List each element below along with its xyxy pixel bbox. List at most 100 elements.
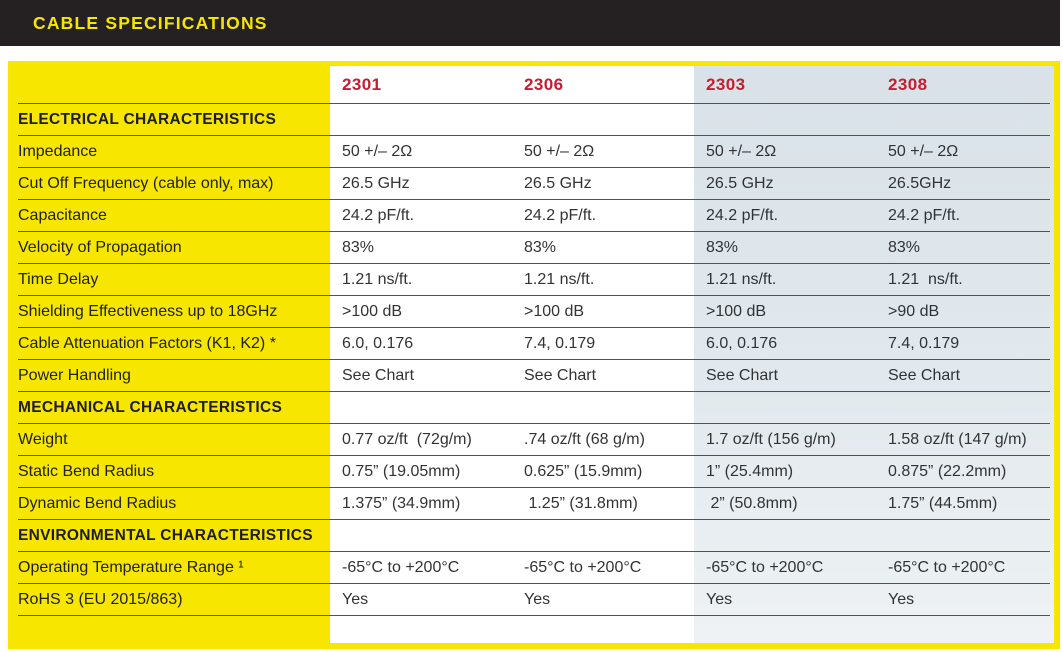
cell-value: 24.2 pF/ft. xyxy=(888,207,961,224)
table-right-border xyxy=(1054,61,1060,649)
row-label: Operating Temperature Range ¹ xyxy=(18,559,244,576)
cell-value: .74 oz/ft (68 g/m) xyxy=(524,431,645,448)
cell-value: 7.4, 0.179 xyxy=(524,335,596,352)
corner-cell xyxy=(8,66,330,104)
cell-value xyxy=(512,520,694,552)
section-header-label: MECHANICAL CHARACTERISTICS xyxy=(18,399,283,416)
cell-value xyxy=(512,104,694,136)
cell-value: >100 dB xyxy=(524,303,585,320)
cell-value: 50 +/– 2Ω xyxy=(524,143,595,160)
row-label: Cable Attenuation Factors (K1, K2) * xyxy=(18,335,276,352)
section-header-label: ENVIRONMENTAL CHARACTERISTICS xyxy=(18,527,313,544)
title-bar: CABLE SPECIFICATIONS xyxy=(0,0,1060,46)
cell-value: 7.4, 0.179 xyxy=(888,335,960,352)
cell-value: 1.21 ns/ft. xyxy=(888,271,963,288)
cell-value: See Chart xyxy=(888,367,961,384)
cell-value: 2” (50.8mm) xyxy=(706,495,798,512)
cell-value: 1.21 ns/ft. xyxy=(524,271,595,288)
column-header-row: 2301 2306 2303 2308 xyxy=(8,66,1054,104)
spec-table: 2301 2306 2303 2308 ELECTRICAL CHARACTER… xyxy=(8,61,1060,649)
row-label: Weight xyxy=(18,431,68,448)
column-header-2301: 2301 xyxy=(342,75,382,94)
cell-value: 26.5GHz xyxy=(888,175,952,192)
cell-value: 1.375” (34.9mm) xyxy=(342,495,461,512)
cell-value: 83% xyxy=(524,239,557,256)
cell-value: 6.0, 0.176 xyxy=(706,335,778,352)
cell-value: Yes xyxy=(524,591,551,608)
cell-value: 1.25” (31.8mm) xyxy=(524,495,638,512)
table-row: Cable Attenuation Factors (K1, K2) * 6.0,… xyxy=(8,328,1054,360)
row-label: Dynamic Bend Radius xyxy=(18,495,177,512)
table-row: Shielding Effectiveness up to 18GHz >100 … xyxy=(8,296,1054,328)
cell-value xyxy=(876,392,1054,424)
cell-value: >100 dB xyxy=(706,303,767,320)
cell-value xyxy=(512,392,694,424)
column-header-2303: 2303 xyxy=(706,75,746,94)
table-row: Power Handling See Chart See Chart See Char… xyxy=(8,360,1054,392)
cell-value: -65°C to +200°C xyxy=(706,559,824,576)
cell-value: 26.5 GHz xyxy=(706,175,774,192)
cell-value: -65°C to +200°C xyxy=(524,559,642,576)
row-label: Time Delay xyxy=(18,271,99,288)
column-header-2306: 2306 xyxy=(524,75,564,94)
cell-value: 26.5 GHz xyxy=(342,175,410,192)
cell-value: 50 +/– 2Ω xyxy=(888,143,959,160)
page-title: CABLE SPECIFICATIONS xyxy=(33,12,268,33)
cell-value xyxy=(694,104,876,136)
cell-value: See Chart xyxy=(706,367,779,384)
cell-value: 83% xyxy=(706,239,739,256)
cell-value: 0.75” (19.05mm) xyxy=(342,463,461,480)
table-row: Weight 0.77 oz/ft (72g/m) .74 oz/ft (68 g/… xyxy=(8,424,1054,456)
cell-value: >90 dB xyxy=(888,303,940,320)
cell-value: -65°C to +200°C xyxy=(888,559,1006,576)
table-row: Dynamic Bend Radius 1.375” (34.9mm) 1.25”… xyxy=(8,488,1054,520)
section-header-label: ELECTRICAL CHARACTERISTICS xyxy=(18,111,277,128)
section-row: MECHANICAL CHARACTERISTICS xyxy=(8,392,1054,424)
cell-value: 1.21 ns/ft. xyxy=(706,271,777,288)
highlight-column-2303-background xyxy=(694,66,876,643)
row-label: RoHS 3 (EU 2015/863) xyxy=(18,591,183,608)
cell-value: 0.875” (22.2mm) xyxy=(888,463,1007,480)
cell-value: 1.21 ns/ft. xyxy=(342,271,413,288)
table-row: Operating Temperature Range ¹ -65°C to +2… xyxy=(8,552,1054,584)
table-row: Cut Off Frequency (cable only, max) 26.5 … xyxy=(8,168,1054,200)
cell-value xyxy=(330,104,512,136)
cell-value: -65°C to +200°C xyxy=(342,559,460,576)
table-row: Static Bend Radius 0.75” (19.05mm) 0.625” … xyxy=(8,456,1054,488)
table-top-border xyxy=(8,61,1060,66)
cell-value: 24.2 pF/ft. xyxy=(706,207,779,224)
cell-value: Yes xyxy=(706,591,733,608)
cell-value: 83% xyxy=(888,239,921,256)
section-row: ENVIRONMENTAL CHARACTERISTICS xyxy=(8,520,1054,552)
cell-value: 1.58 oz/ft (147 g/m) xyxy=(888,431,1027,448)
cell-value: Yes xyxy=(342,591,369,608)
cell-value: 6.0, 0.176 xyxy=(342,335,414,352)
cell-value: 50 +/– 2Ω xyxy=(706,143,777,160)
table-row: Velocity of Propagation 83% 83% 83% 83% xyxy=(8,232,1054,264)
cell-value: See Chart xyxy=(524,367,597,384)
cell-value: >100 dB xyxy=(342,303,403,320)
row-label: Cut Off Frequency (cable only, max) xyxy=(18,175,274,192)
highlight-column-2308-background xyxy=(876,66,1054,643)
table-row: Impedance 50 +/– 2Ω 50 +/– 2Ω 50 +/– 2Ω 50 +… xyxy=(8,136,1054,168)
cell-value: 0.625” (15.9mm) xyxy=(524,463,643,480)
cell-value xyxy=(694,392,876,424)
table-row: Capacitance 24.2 pF/ft. 24.2 pF/ft. 24.2 pF… xyxy=(8,200,1054,232)
row-label: Impedance xyxy=(18,143,98,160)
table-row: Time Delay 1.21 ns/ft. 1.21 ns/ft. 1.21 ns/… xyxy=(8,264,1054,296)
cell-value: 1” (25.4mm) xyxy=(706,463,794,480)
row-label: Velocity of Propagation xyxy=(18,239,182,256)
cell-value: 83% xyxy=(342,239,375,256)
cell-value: 0.77 oz/ft (72g/m) xyxy=(342,431,472,448)
cell-value: 50 +/– 2Ω xyxy=(342,143,413,160)
table-rows: 2301 2306 2303 2308 ELECTRICAL CHARACTER… xyxy=(8,66,1054,616)
section-row: ELECTRICAL CHARACTERISTICS xyxy=(8,104,1054,136)
row-label: Capacitance xyxy=(18,207,107,224)
cell-value: 24.2 pF/ft. xyxy=(524,207,597,224)
row-label: Power Handling xyxy=(18,367,131,384)
cell-value xyxy=(330,520,512,552)
table-bottom-border xyxy=(8,643,1060,649)
table-row: RoHS 3 (EU 2015/863) Yes Yes Yes Yes xyxy=(8,584,1054,616)
cell-value xyxy=(694,520,876,552)
row-label: Shielding Effectiveness up to 18GHz xyxy=(18,303,278,320)
